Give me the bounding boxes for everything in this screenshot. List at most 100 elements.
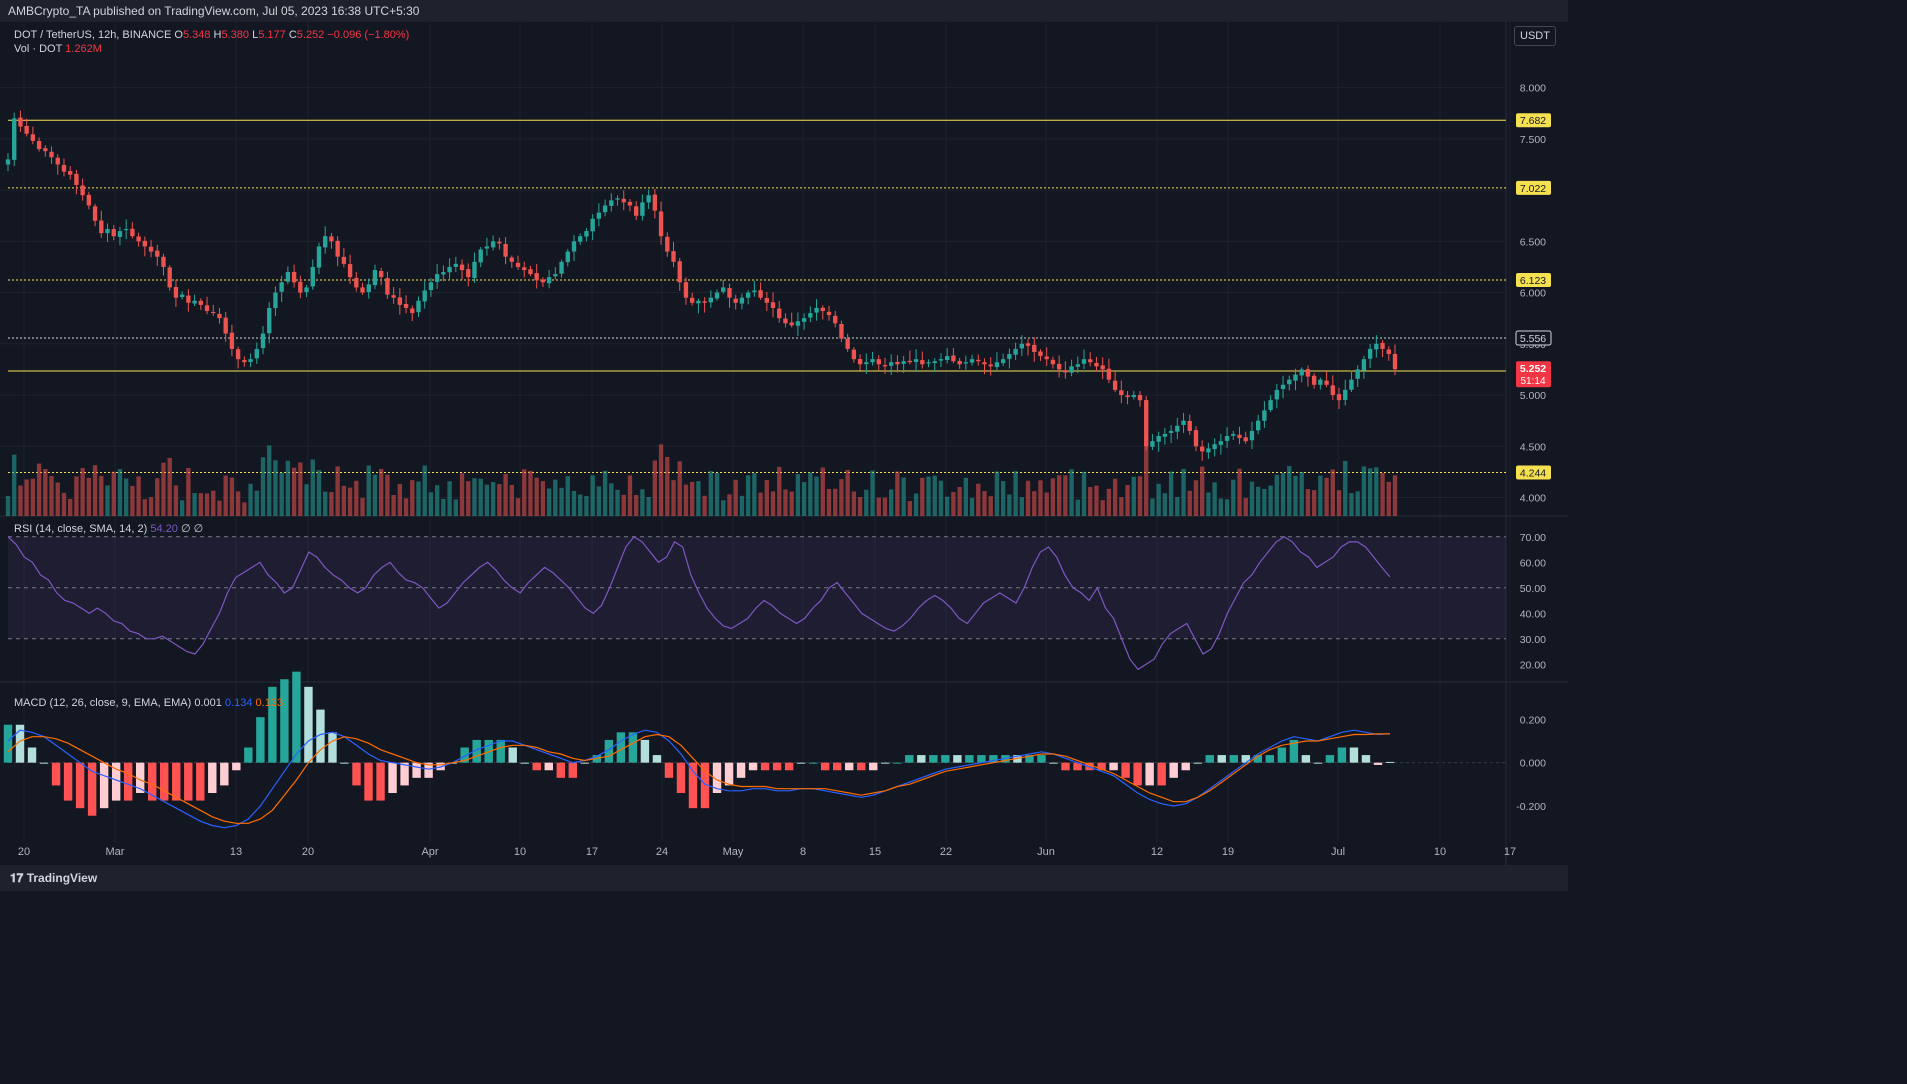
volume-bar (1038, 480, 1043, 516)
candle-body (422, 290, 427, 302)
volume-bar (298, 462, 303, 516)
candle-body (540, 279, 546, 283)
candle-body (397, 297, 403, 305)
volume-bar (1013, 471, 1018, 516)
macd-histogram-bar (640, 739, 650, 763)
volume-bar (410, 480, 415, 516)
time-tick-label: Jul (1331, 846, 1345, 858)
macd-histogram-bar (953, 755, 962, 763)
high-value: 5.380 (221, 29, 250, 41)
candle-body (161, 256, 166, 267)
volume-bar (584, 496, 589, 516)
time-tick-label: 19 (1222, 846, 1234, 858)
volume-bar (1063, 475, 1068, 516)
candle-body (329, 236, 334, 242)
volume-bar (578, 494, 583, 516)
macd-histogram-bar (1061, 762, 1070, 771)
volume-bar (758, 492, 763, 516)
volume-bar (901, 477, 906, 516)
macd-histogram-bar (796, 762, 806, 764)
volume-value: 1.262M (65, 43, 102, 55)
candle-body (1081, 359, 1087, 364)
candle-body (1094, 362, 1099, 367)
candle-body (596, 212, 602, 219)
candle-body (876, 359, 881, 365)
volume-bar (565, 476, 570, 516)
volume-bar (379, 468, 384, 516)
volume-bar (61, 492, 67, 516)
macd-histogram-bar (712, 762, 722, 793)
candle-body (1212, 444, 1217, 450)
volume-bar (1262, 488, 1267, 516)
volume-bar (621, 494, 626, 516)
candle-body (198, 300, 203, 305)
volume-bar (864, 489, 869, 516)
candle-body (708, 297, 714, 303)
candle-body (211, 312, 216, 314)
chart-canvas[interactable]: 8.0007.5007.0006.5006.0005.5005.0004.500… (0, 22, 1568, 865)
volume-bar (204, 493, 210, 516)
volume-bar (1255, 486, 1261, 516)
volume-bar (708, 471, 714, 516)
volume-bar (1237, 468, 1242, 516)
volume-bar (1181, 468, 1186, 516)
candle-body (584, 231, 589, 237)
candle-body (1131, 395, 1136, 398)
volume-bar (602, 470, 608, 516)
candle-body (310, 266, 315, 287)
candle-body (391, 295, 396, 298)
price-tick-label: 6.500 (1520, 236, 1546, 248)
candle-body (242, 360, 247, 363)
candle-body (1025, 343, 1031, 346)
candle-body (204, 305, 210, 312)
candle-body (976, 359, 981, 362)
volume-bar (727, 494, 732, 516)
volume-bar (1355, 491, 1360, 516)
candle-body (490, 241, 496, 248)
time-tick-label: May (723, 846, 744, 858)
macd-histogram-bar (977, 755, 986, 763)
currency-unit-button[interactable]: USDT (1514, 26, 1556, 46)
volume-bar (777, 466, 782, 516)
time-tick-label: 17 (1504, 846, 1516, 858)
candle-body (410, 308, 415, 314)
volume-bar (870, 470, 875, 516)
candle-body (298, 281, 303, 293)
volume-bar (677, 461, 682, 516)
macd-histogram-bar (220, 762, 229, 786)
volume-bar (1187, 490, 1192, 516)
macd-histogram-bar (51, 762, 61, 786)
macd-histogram-bar (99, 762, 109, 809)
candle-body (1268, 400, 1273, 410)
candle-body (988, 364, 993, 367)
candle-body (969, 359, 975, 363)
candle-body (602, 205, 608, 213)
candle-body (323, 236, 328, 248)
macd-histogram-bar (905, 755, 914, 763)
volume-bar (273, 460, 278, 516)
volume-bar (1336, 490, 1342, 516)
candle-body (857, 358, 863, 365)
volume-bar (1081, 471, 1087, 516)
candle-body (173, 287, 179, 298)
candle-body (1032, 344, 1037, 352)
candle-body (1193, 430, 1199, 447)
price-tick-label: 4.500 (1520, 441, 1546, 453)
macd-value: 0.134 (224, 697, 253, 709)
volume-bar (683, 484, 689, 516)
volume-bar (1125, 484, 1130, 516)
volume-bar (43, 469, 48, 516)
candle-body (1050, 359, 1056, 365)
tradingview-logo[interactable]: 𝟏𝟕 TradingView (10, 871, 98, 885)
candle-body (1150, 441, 1155, 447)
candle-body (55, 157, 60, 165)
volume-bar (186, 468, 191, 516)
candle-body (795, 321, 801, 326)
macd-histogram-bar (268, 686, 277, 763)
candle-body (895, 361, 900, 365)
symbol-name[interactable]: DOT / TetherUS, 12h, BINANCE (14, 29, 172, 41)
time-tick-label: 10 (1434, 846, 1446, 858)
open-value: 5.348 (182, 29, 211, 41)
candle-body (777, 308, 782, 319)
level-price-label: 7.682 (1520, 115, 1546, 127)
